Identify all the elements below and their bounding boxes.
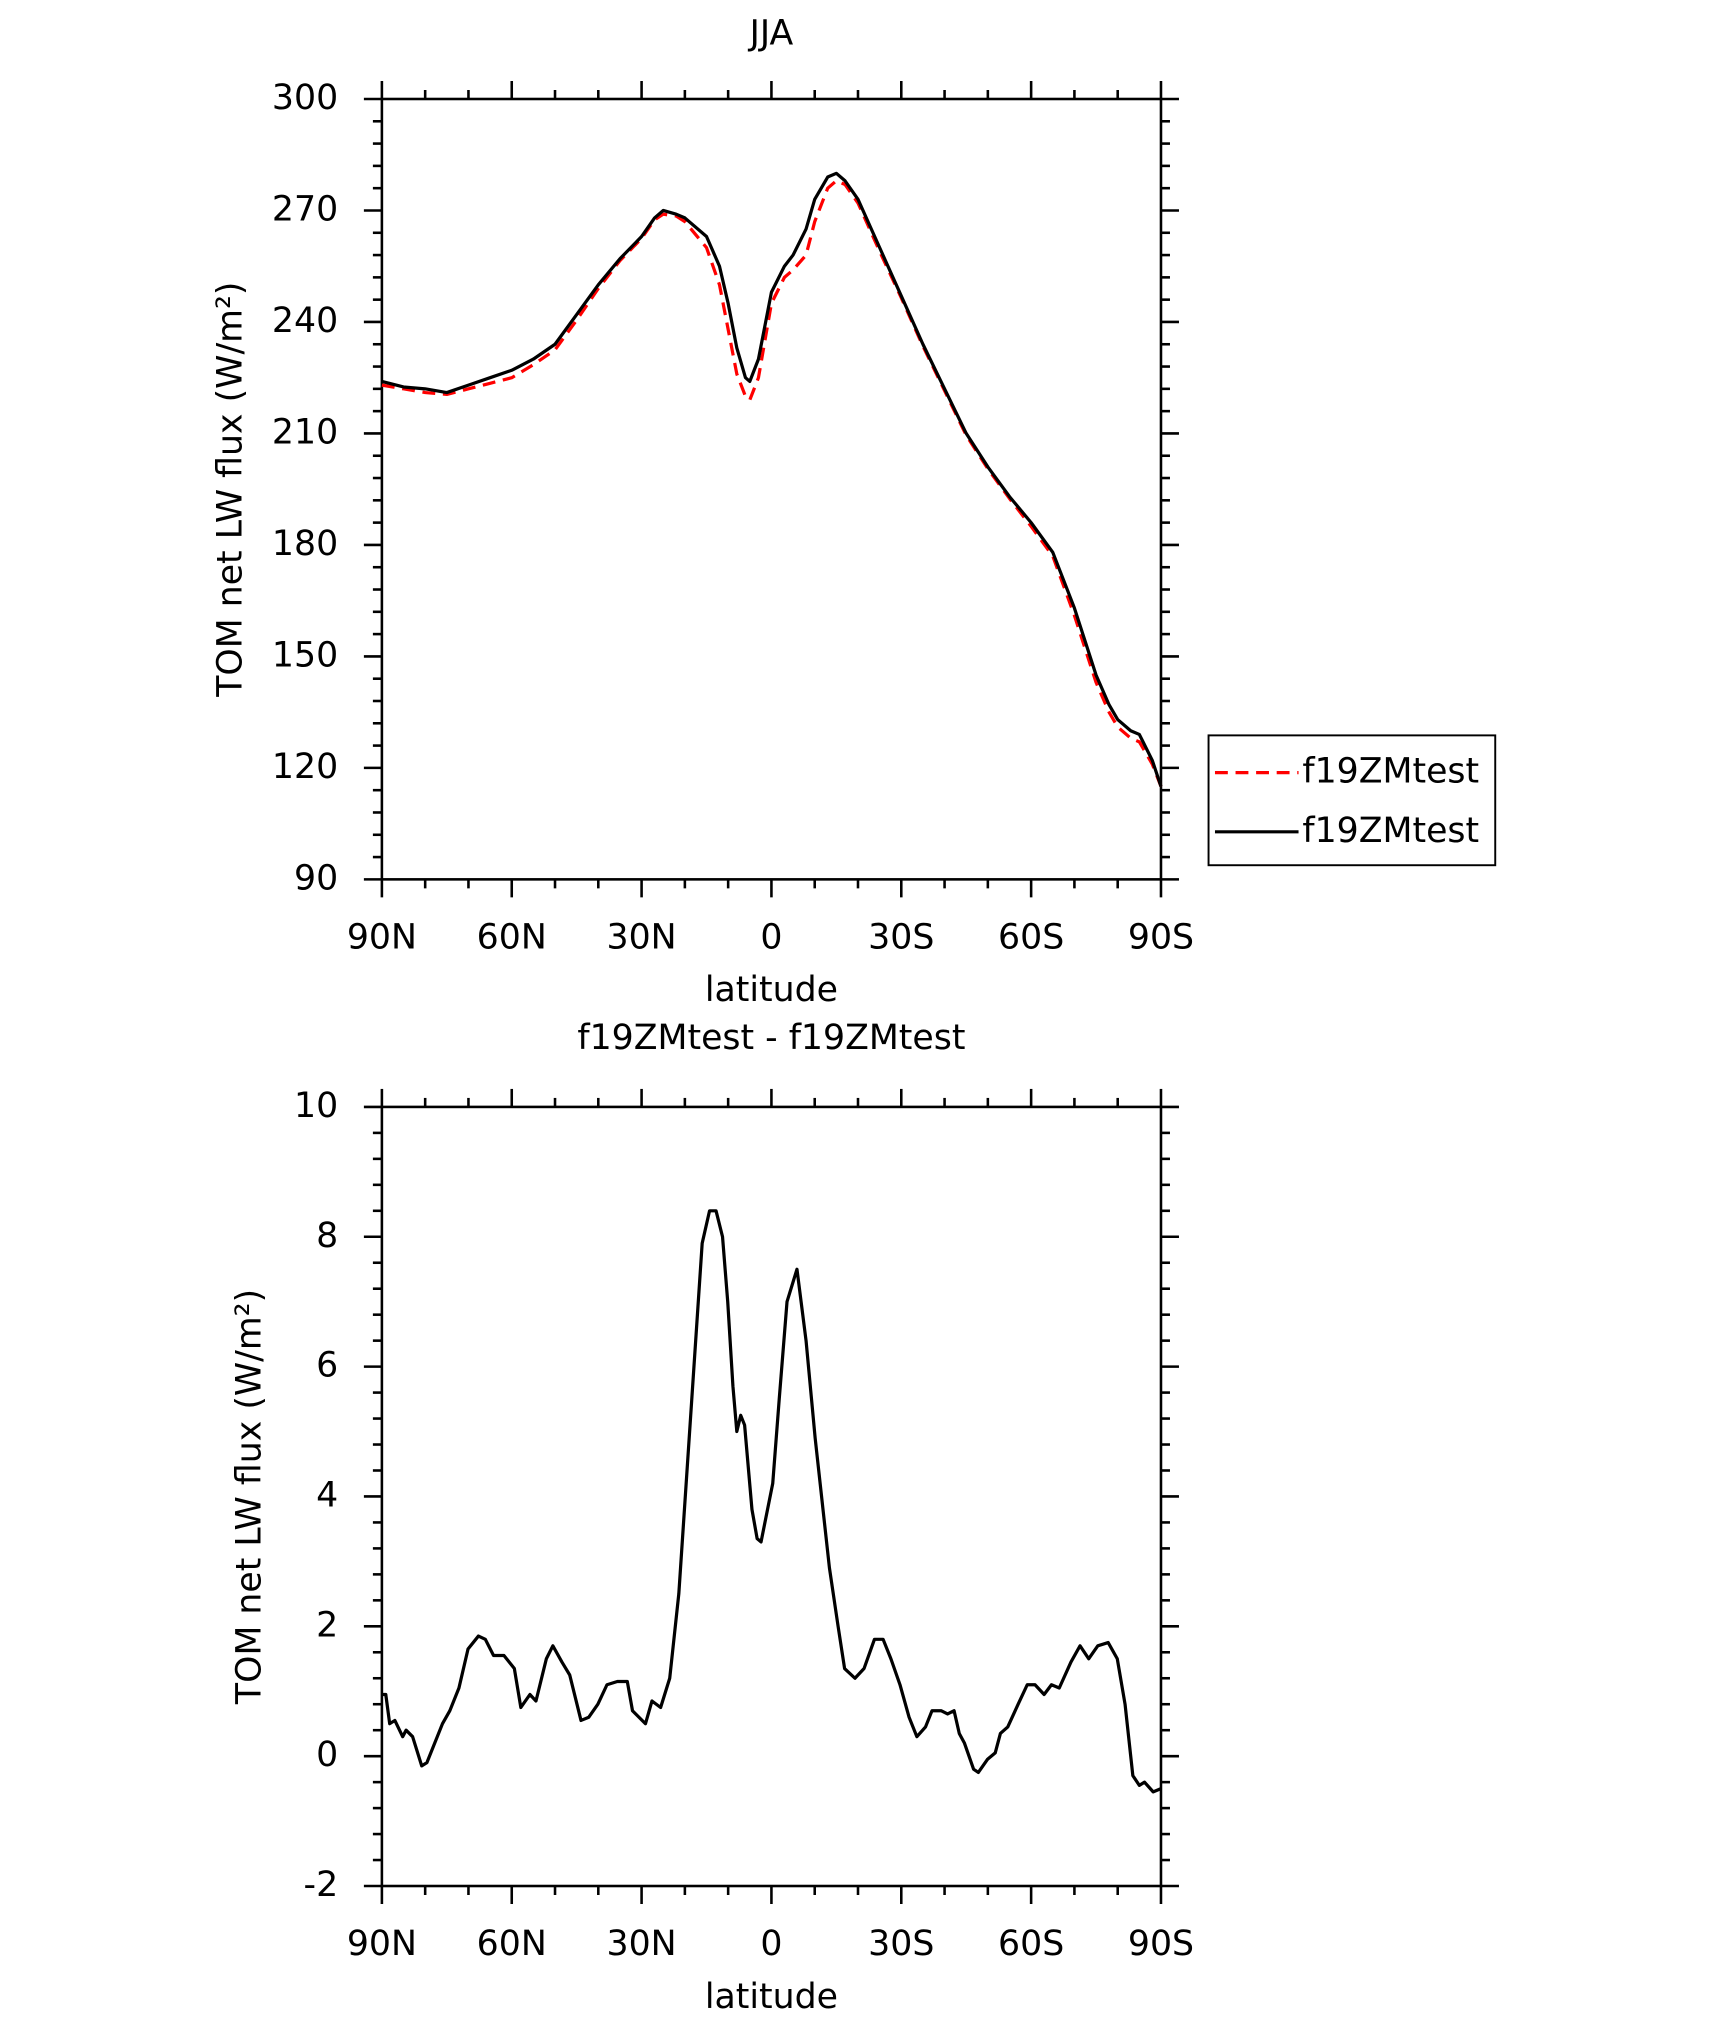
x-tick-label: 90S — [1128, 1924, 1194, 1964]
x-tick-label: 90N — [347, 918, 417, 958]
x-tick-label: 30N — [607, 918, 677, 958]
plot-frame — [380, 1105, 1163, 1888]
plot-frame — [380, 97, 1163, 881]
y-tick-label: 0 — [316, 1735, 338, 1775]
legend: f19ZMtest f19ZMtest — [1207, 734, 1497, 867]
x-tick-label: 30S — [868, 1924, 934, 1964]
x-tick-label: 90S — [1128, 918, 1194, 958]
chart-title: JJA — [748, 14, 794, 54]
y-tick-label: 120 — [272, 747, 338, 787]
data-line — [381, 179, 1163, 788]
chart-title: f19ZMtest - f19ZMtest — [577, 1018, 965, 1058]
legend-box — [1207, 734, 1497, 867]
data-line — [381, 1209, 1162, 1794]
x-tick-label: 60N — [477, 918, 547, 958]
x-tick-label: 30S — [868, 918, 934, 958]
y-axis-label: TOM net LW flux (W/m²) — [210, 282, 250, 698]
x-tick-label: 90N — [347, 1924, 417, 1964]
y-tick-label: 90 — [294, 858, 338, 898]
legend-label: f19ZMtest — [1302, 811, 1479, 851]
x-tick-label: 60S — [998, 918, 1064, 958]
y-tick-label: 6 — [316, 1346, 338, 1386]
y-axis-label: TOM net LW flux (W/m²) — [230, 1289, 270, 1705]
plot: f19ZMtest - f19ZMtest latitude TOM net LW … — [230, 1018, 1194, 2017]
y-tick-label: 210 — [272, 412, 338, 452]
x-tick-label: 60S — [998, 1924, 1064, 1964]
legend-label: f19ZMtest — [1302, 752, 1479, 792]
y-tick-label: 240 — [272, 301, 338, 341]
x-tick-label: 0 — [760, 1924, 782, 1964]
y-tick-label: 4 — [316, 1475, 338, 1515]
y-tick-label: 150 — [272, 635, 338, 675]
y-tick-label: 300 — [272, 78, 338, 118]
x-tick-label: 30N — [607, 1924, 677, 1964]
x-tick-label: 0 — [760, 918, 782, 958]
y-tick-label: 180 — [272, 524, 338, 564]
x-axis-label: latitude — [705, 970, 838, 1010]
x-axis-label: latitude — [705, 1977, 838, 2017]
plot: JJA latitude TOM net LW flux (W/m²) 90 120 15… — [210, 14, 1497, 1010]
y-tick-label: 10 — [294, 1086, 338, 1126]
x-tick-label: 60N — [477, 1924, 547, 1964]
y-tick-label: -2 — [304, 1865, 339, 1905]
y-tick-label: 2 — [316, 1605, 338, 1645]
y-tick-label: 8 — [316, 1216, 338, 1256]
y-tick-label: 270 — [272, 189, 338, 229]
data-line — [381, 171, 1163, 787]
